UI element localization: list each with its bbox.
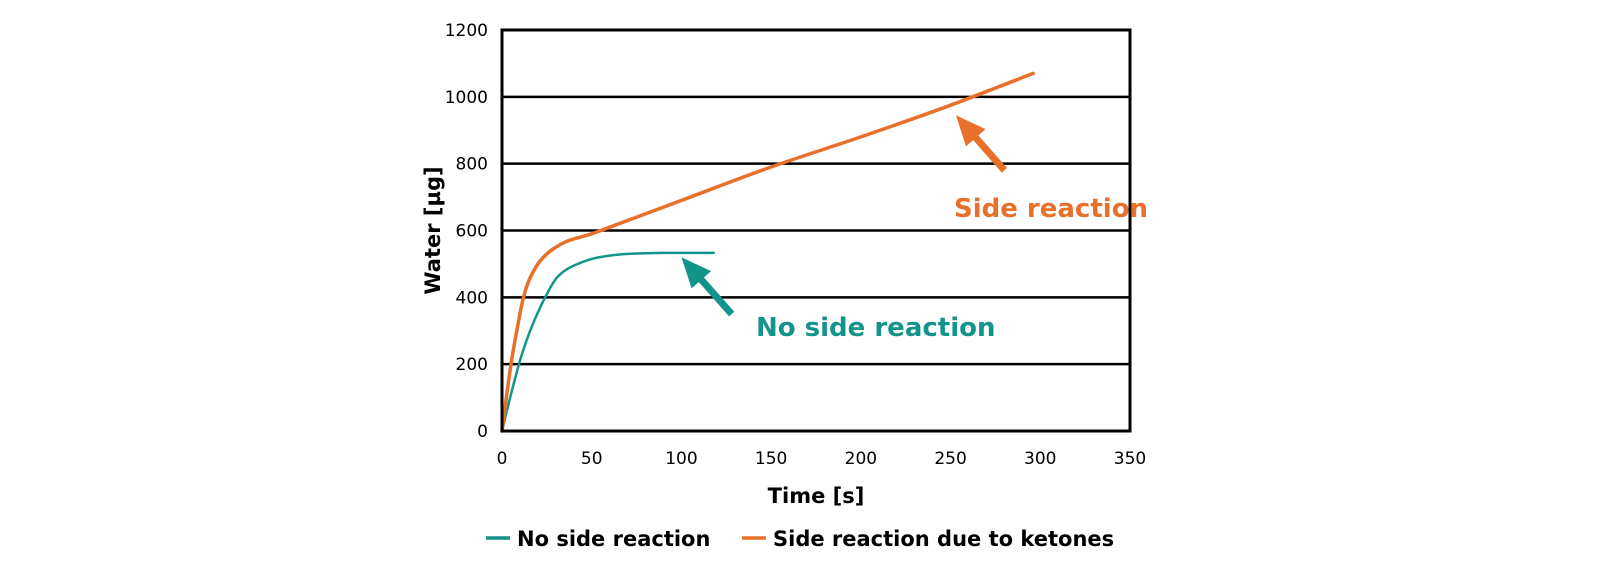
- tick-labels: 0 200 400 600 800 1000 1200 0 50 100 150 200 250 300 3…: [445, 21, 1146, 469]
- y-tick-label-400: 400: [456, 288, 488, 308]
- x-tick-label-200: 200: [845, 449, 877, 469]
- legend: No side reaction Side reaction due to ke…: [486, 527, 1114, 551]
- y-tick-label-1000: 1000: [445, 88, 488, 108]
- grid-lines: [502, 95, 1130, 366]
- y-tick-label-800: 800: [456, 155, 488, 175]
- no-side-reaction-annotation: No side reaction: [756, 313, 995, 343]
- y-tick-label-0: 0: [477, 422, 488, 442]
- y-tick-label-600: 600: [456, 222, 488, 242]
- series-lines: [500, 71, 1035, 433]
- y-axis-title: Water [µg]: [421, 166, 445, 294]
- x-axis-title: Time [s]: [768, 484, 865, 508]
- side-reaction-arrow: [971, 133, 1008, 173]
- no-side-reaction-arrow: [697, 275, 735, 317]
- no-side-reaction-arrowhead: [681, 257, 712, 289]
- series-line-no-side-reaction: [500, 251, 715, 433]
- x-tick-label-300: 300: [1024, 449, 1056, 469]
- legend-label-no-side-reaction: No side reaction: [517, 527, 710, 551]
- x-tick-label-50: 50: [581, 449, 603, 469]
- legend-label-side-reaction-due-to-ketones: Side reaction due to ketones: [773, 527, 1114, 551]
- x-tick-label-350: 350: [1114, 449, 1146, 469]
- side-reaction-arrowhead: [955, 115, 986, 147]
- x-tick-label-250: 250: [934, 449, 966, 469]
- plot-frame: [500, 28, 1132, 433]
- annotations: Side reaction No side reaction: [681, 115, 1148, 343]
- x-tick-label-100: 100: [665, 449, 697, 469]
- y-tick-label-1200: 1200: [445, 21, 488, 41]
- x-tick-label-150: 150: [755, 449, 787, 469]
- series-line-side-reaction-due-to-ketones: [500, 71, 1035, 433]
- y-tick-label-200: 200: [456, 355, 488, 375]
- x-tick-label-0: 0: [497, 449, 508, 469]
- side-reaction-annotation: Side reaction: [954, 194, 1148, 224]
